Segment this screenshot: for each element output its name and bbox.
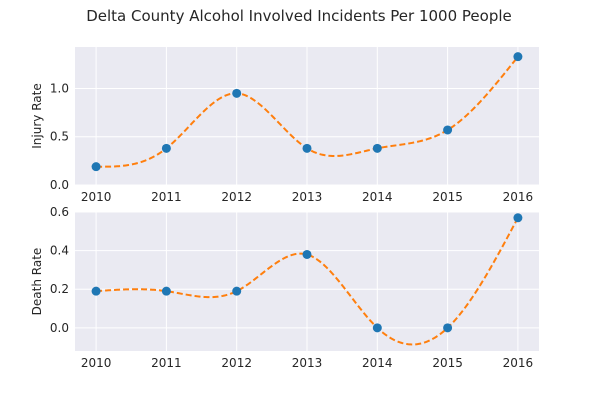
- x-tick-label: 2015: [432, 356, 463, 370]
- data-point: [91, 286, 101, 296]
- data-point: [513, 52, 523, 62]
- data-point: [443, 323, 453, 333]
- x-tick-label: 2013: [292, 190, 323, 204]
- data-point: [372, 143, 382, 153]
- data-point: [232, 88, 242, 98]
- data-point: [302, 249, 312, 259]
- data-point: [513, 213, 523, 223]
- data-point: [232, 286, 242, 296]
- y-tick-label: 0.4: [50, 244, 69, 258]
- x-tick-label: 2015: [432, 190, 463, 204]
- x-tick-label: 2010: [81, 356, 112, 370]
- y-tick-label: 0.6: [50, 205, 69, 219]
- x-tick-label: 2010: [81, 190, 112, 204]
- chart-title: Delta County Alcohol Involved Incidents …: [86, 7, 512, 25]
- x-tick-label: 2012: [221, 190, 252, 204]
- data-point: [372, 323, 382, 333]
- y-tick-label: 0.0: [50, 321, 69, 335]
- y-tick-label: 0.2: [50, 282, 69, 296]
- data-point: [302, 143, 312, 153]
- y-axis-label: Injury Rate: [30, 83, 44, 148]
- x-tick-label: 2012: [221, 356, 252, 370]
- x-tick-label: 2011: [151, 190, 182, 204]
- y-tick-label: 0.0: [50, 178, 69, 192]
- data-point: [443, 125, 453, 135]
- data-point: [91, 162, 101, 172]
- data-point: [161, 143, 171, 153]
- y-axis-label: Death Rate: [30, 248, 44, 316]
- x-tick-label: 2016: [503, 190, 534, 204]
- data-point: [161, 286, 171, 296]
- x-tick-label: 2014: [362, 190, 393, 204]
- y-tick-label: 0.5: [50, 130, 69, 144]
- injury-rate-panel: 2010 2011 2012 2013 2014 2015 2016 0.0 0.5 1.0 Inj…: [30, 47, 539, 204]
- x-tick-label: 2013: [292, 356, 323, 370]
- x-tick-label: 2016: [503, 356, 534, 370]
- x-tick-label: 2011: [151, 356, 182, 370]
- y-tick-label: 1.0: [50, 81, 69, 95]
- x-tick-label: 2014: [362, 356, 393, 370]
- death-rate-panel: 2010 2011 2012 2013 2014 2015 2016 0.0 0.2 0.4 0.6…: [30, 205, 539, 370]
